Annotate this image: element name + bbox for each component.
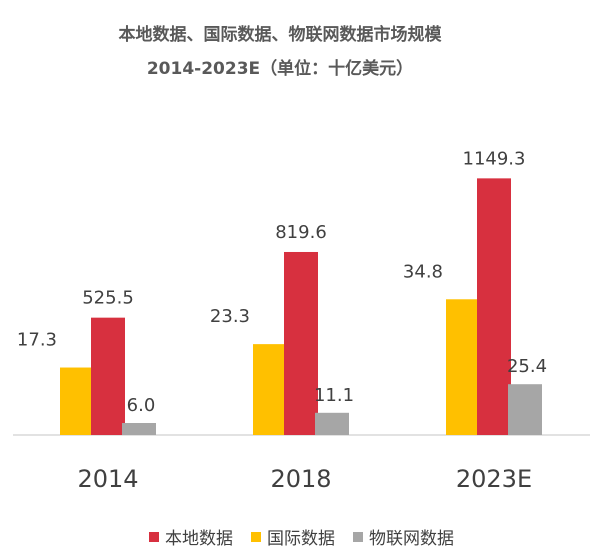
legend-item-international: 国际数据 — [251, 524, 335, 549]
data-label-international-2018: 23.3 — [210, 306, 250, 327]
bar-iot-2018 — [315, 412, 349, 435]
chart-title: 本地数据、国际数据、物联网数据市场规模 — [118, 25, 442, 45]
bar-local-2018 — [284, 251, 318, 435]
legend-item-local: 本地数据 — [149, 524, 233, 549]
chart-title-block: 本地数据、国际数据、物联网数据市场规模 2014-2023E（单位：十亿美元） — [0, 18, 560, 86]
legend-label-local: 本地数据 — [165, 529, 233, 549]
data-label-international-2023E: 34.8 — [403, 261, 443, 282]
data-label-iot-2014: 6.0 — [127, 395, 156, 416]
legend-swatch-international — [251, 531, 261, 542]
legend: 本地数据 国际数据 物联网数据 — [0, 524, 603, 549]
legend-label-iot: 物联网数据 — [369, 529, 454, 549]
chart-subtitle: 2014-2023E（单位：十亿美元） — [146, 59, 414, 79]
legend-label-international: 国际数据 — [267, 529, 335, 549]
data-label-local-2014: 525.5 — [82, 288, 134, 309]
x-tick-label-2018: 2018 — [270, 465, 331, 493]
bar-international-2018 — [253, 344, 287, 435]
bar-local-2023E — [477, 178, 511, 435]
legend-item-iot: 物联网数据 — [353, 524, 454, 549]
x-tick-label-2023E: 2023E — [456, 465, 532, 493]
data-label-iot-2023E: 25.4 — [507, 356, 547, 377]
bar-local-2014 — [91, 317, 125, 435]
legend-swatch-iot — [353, 531, 363, 542]
legend-swatch-local — [149, 531, 159, 542]
bar-iot-2014 — [122, 423, 156, 435]
bar-international-2023E — [446, 299, 480, 435]
data-label-international-2014: 17.3 — [17, 330, 57, 351]
data-label-local-2023E: 1149.3 — [463, 148, 526, 169]
data-label-local-2018: 819.6 — [275, 222, 327, 243]
data-label-iot-2018: 11.1 — [314, 385, 354, 406]
bar-iot-2023E — [508, 384, 542, 435]
x-tick-label-2014: 2014 — [77, 465, 138, 493]
bar-international-2014 — [60, 367, 94, 435]
